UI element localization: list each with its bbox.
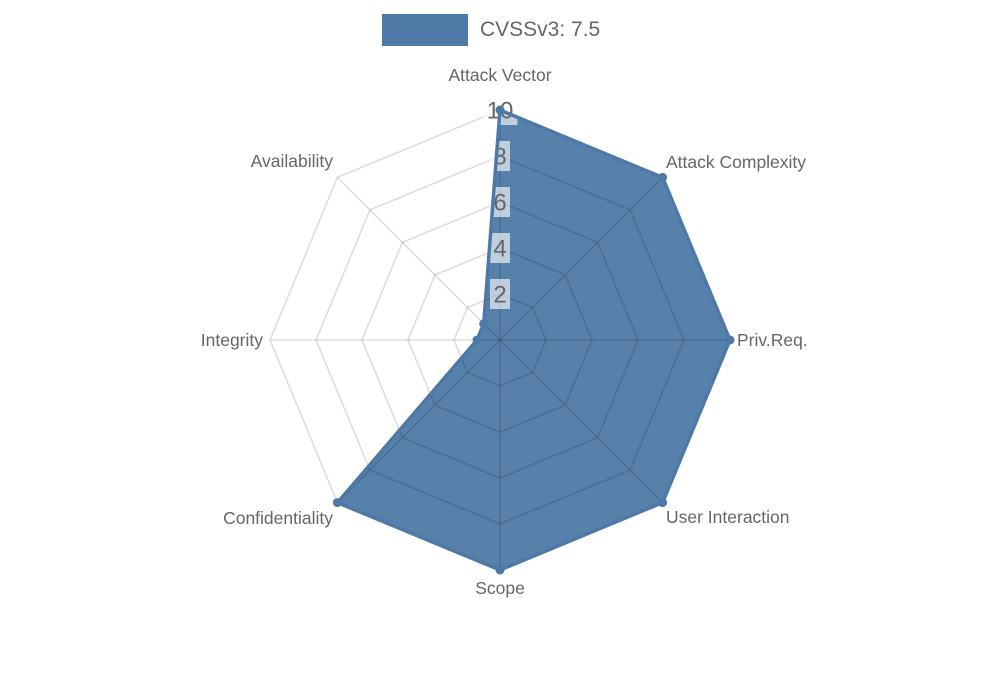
data-point-availability xyxy=(479,319,489,329)
tick-label: 6 xyxy=(493,190,506,217)
grid-ring xyxy=(315,155,685,525)
data-point-attack-complexity xyxy=(658,172,668,182)
axis-label-availability: Availability xyxy=(251,151,334,171)
grid-ring xyxy=(453,293,547,387)
axis-label-user-interaction: User Interaction xyxy=(666,507,790,527)
grid-ring xyxy=(361,201,639,479)
axis-spoke xyxy=(499,176,664,341)
axis-label-attack-vector: Attack Vector xyxy=(448,65,551,85)
axis-label-confidentiality: Confidentiality xyxy=(223,508,333,528)
legend: CVSSv3: 7.5 xyxy=(382,14,600,46)
tick-label: 2 xyxy=(493,282,506,309)
axis-label-attack-complexity: Attack Complexity xyxy=(666,152,806,172)
tick-backdrop xyxy=(490,233,510,263)
legend-label: CVSSv3: 7.5 xyxy=(480,18,601,41)
axis-label-priv-req: Priv.Req. xyxy=(737,330,808,350)
data-point-attack-vector xyxy=(495,105,505,115)
legend-swatch xyxy=(382,14,468,46)
axis-spoke xyxy=(336,339,501,504)
axis-spoke xyxy=(336,176,501,341)
data-point-integrity xyxy=(472,335,482,345)
data-point-priv-req xyxy=(725,335,735,345)
axis-label-scope: Scope xyxy=(475,578,525,598)
data-polygon-fill xyxy=(337,110,730,570)
tick-label: 4 xyxy=(493,236,506,263)
tick-backdrop xyxy=(490,279,510,309)
axis-spoke xyxy=(499,339,664,504)
data-point-confidentiality xyxy=(332,498,342,508)
axis-label-integrity: Integrity xyxy=(201,330,263,350)
data-point-user-interaction xyxy=(658,498,668,508)
data-point-scope xyxy=(495,565,505,575)
grid-ring xyxy=(407,247,593,433)
